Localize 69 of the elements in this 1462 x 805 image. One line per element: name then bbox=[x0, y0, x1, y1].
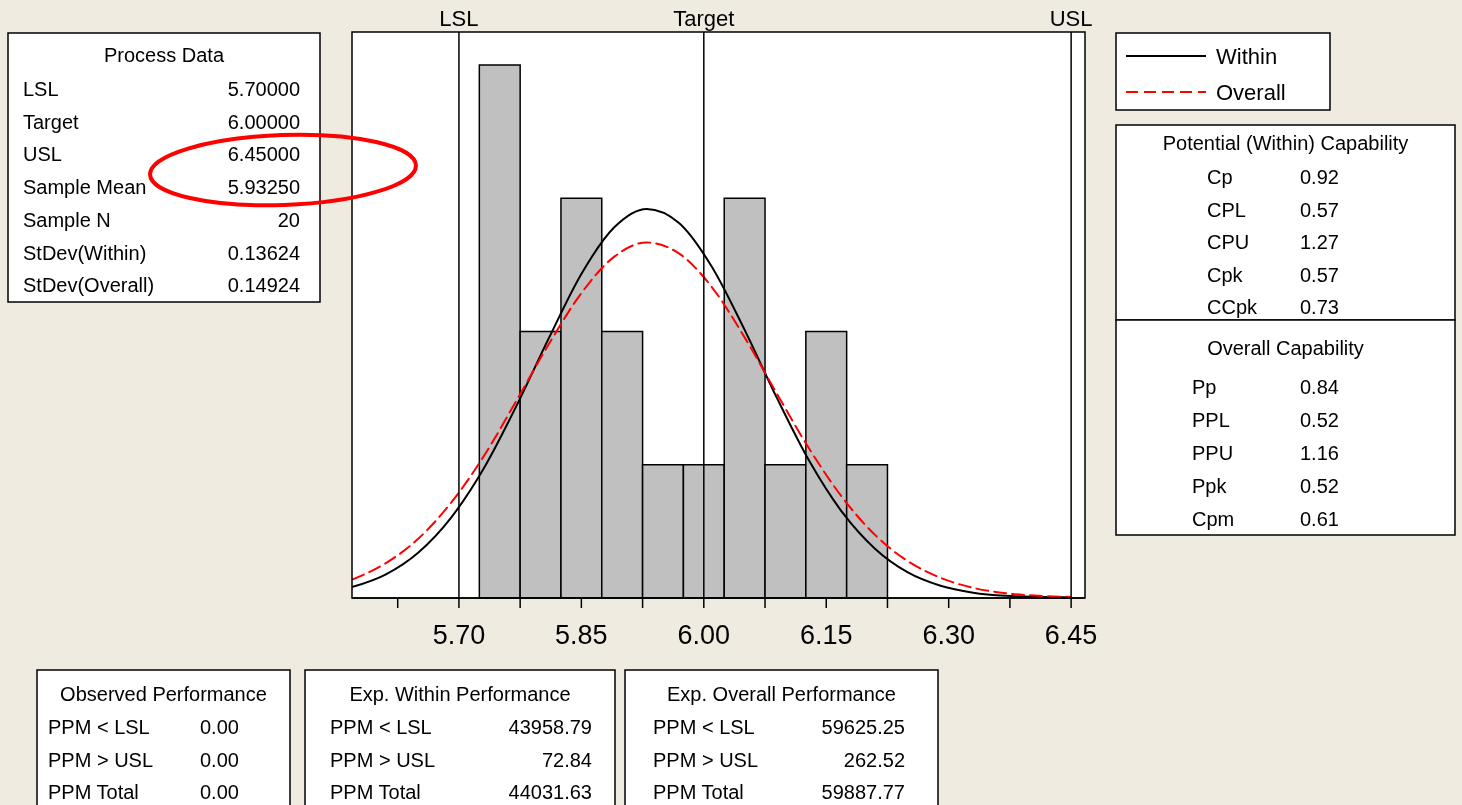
category-label: PPM < LSL bbox=[653, 716, 755, 738]
category-label: PPM > USL bbox=[330, 748, 436, 771]
category-label: Pp bbox=[1192, 376, 1217, 398]
legend-label: Within bbox=[1216, 43, 1278, 69]
category-label: PPM Total bbox=[330, 781, 421, 803]
text: 0.14924 bbox=[227, 274, 300, 297]
text: 20 bbox=[277, 208, 300, 231]
category-label: PPM Total bbox=[48, 781, 139, 803]
text: 1.27 bbox=[1300, 231, 1339, 253]
text: 0.52 bbox=[1300, 409, 1339, 431]
category-label: PPU bbox=[1192, 442, 1234, 464]
ref-line-label: Target bbox=[673, 5, 735, 31]
category-label: PPM < LSL bbox=[48, 716, 150, 738]
category-label: PPM > USL bbox=[48, 748, 154, 771]
category-label: CCpk bbox=[1207, 296, 1259, 318]
text: 59887.77 bbox=[821, 781, 905, 803]
text: Observed Performance bbox=[60, 683, 267, 705]
text: 0.57 bbox=[1300, 198, 1339, 221]
category-label: StDev(Within) bbox=[23, 241, 147, 264]
x-tick-label: 5.85 bbox=[555, 620, 608, 651]
category-label: StDev(Overall) bbox=[23, 274, 155, 297]
category-label: Sample Mean bbox=[23, 176, 147, 199]
x-tick-label: 6.15 bbox=[799, 620, 853, 651]
legend-label: Overall bbox=[1216, 79, 1286, 105]
category-label: Cpk bbox=[1207, 263, 1244, 286]
category-label: PPM Total bbox=[653, 781, 744, 803]
text: 6.00000 bbox=[227, 110, 300, 133]
text: Exp. Within Performance bbox=[349, 683, 571, 705]
ref-line-label: LSL bbox=[439, 5, 479, 31]
category-label: Target bbox=[23, 110, 80, 133]
text: Process Data bbox=[103, 44, 225, 66]
text: 0.00 bbox=[200, 781, 239, 803]
text: 262.52 bbox=[843, 748, 905, 771]
text: 59625.25 bbox=[821, 716, 905, 738]
text: 44031.63 bbox=[508, 781, 592, 803]
text: Potential (Within) Capability bbox=[1162, 132, 1409, 154]
text: 0.52 bbox=[1300, 475, 1339, 497]
category-label: Cp bbox=[1207, 166, 1233, 188]
text: 5.70000 bbox=[227, 78, 300, 100]
text: 6.45000 bbox=[227, 143, 300, 166]
category-label: PPL bbox=[1192, 409, 1230, 431]
ref-line-label: USL bbox=[1049, 5, 1093, 31]
text: Overall Capability bbox=[1207, 337, 1364, 359]
category-label: CPL bbox=[1207, 198, 1246, 221]
x-tick-label: 6.45 bbox=[1044, 620, 1098, 651]
text: 0.61 bbox=[1300, 508, 1339, 530]
text: 0.73 bbox=[1300, 296, 1339, 318]
text: 72.84 bbox=[541, 748, 592, 771]
category-label: Ppk bbox=[1192, 475, 1228, 497]
category-label: Cpm bbox=[1192, 508, 1235, 530]
text: 0.13624 bbox=[227, 241, 300, 264]
x-tick-label: 6.00 bbox=[677, 620, 731, 651]
text: 0.92 bbox=[1300, 166, 1339, 188]
category-label: CPU bbox=[1207, 231, 1250, 253]
text: 43958.79 bbox=[508, 716, 592, 738]
x-tick-label: 6.30 bbox=[922, 620, 975, 651]
text: 0.84 bbox=[1300, 376, 1339, 398]
category-label: USL bbox=[23, 143, 62, 166]
text: 0.57 bbox=[1300, 263, 1339, 286]
category-label: PPM > USL bbox=[653, 748, 759, 771]
text: Exp. Overall Performance bbox=[667, 683, 896, 705]
text: 0.00 bbox=[200, 748, 239, 771]
x-tick-label: 5.70 bbox=[432, 620, 486, 651]
text: 5.93250 bbox=[227, 176, 300, 199]
text: 0.00 bbox=[200, 716, 239, 738]
text: 1.16 bbox=[1300, 442, 1339, 464]
category-label: PPM < LSL bbox=[330, 716, 432, 738]
category-label: LSL bbox=[23, 78, 59, 100]
category-label: Sample N bbox=[23, 208, 111, 231]
